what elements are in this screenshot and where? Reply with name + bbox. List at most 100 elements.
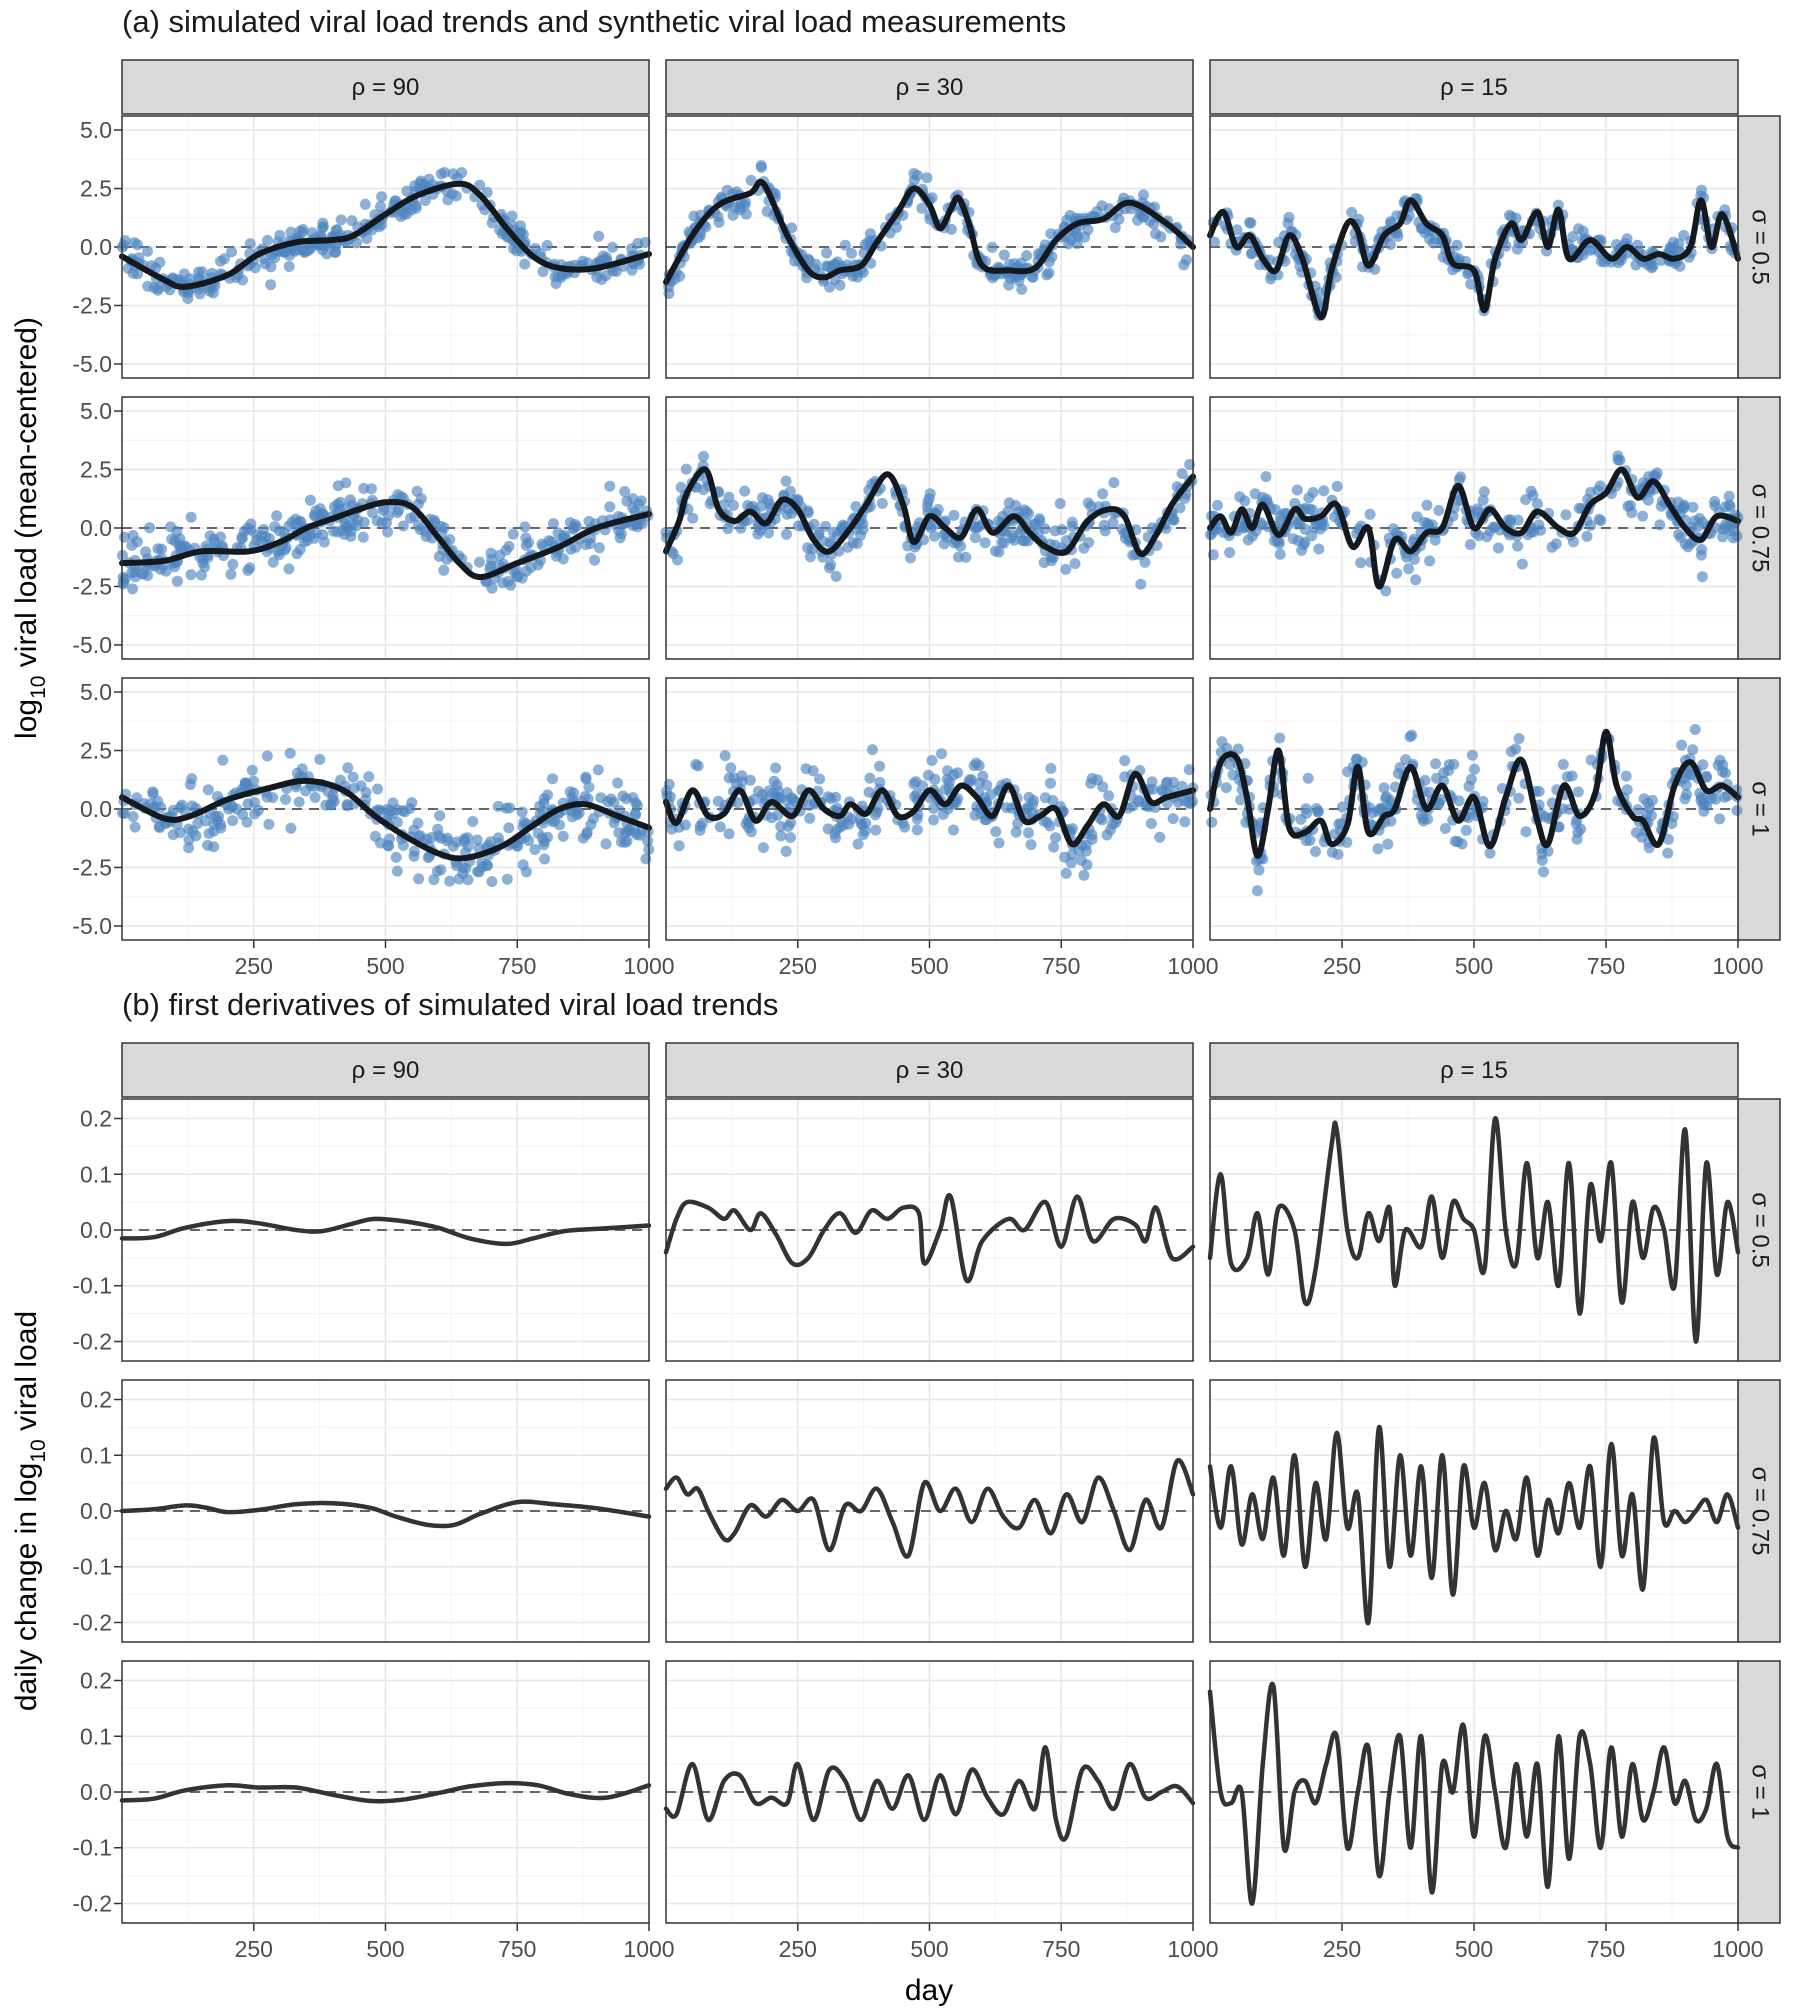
measurement-point: [1174, 502, 1186, 514]
measurement-point: [271, 510, 283, 522]
measurement-point: [1017, 535, 1029, 547]
measurement-point: [866, 744, 878, 756]
measurement-point: [485, 547, 497, 559]
y-tick-label: 2.5: [80, 457, 112, 483]
measurement-point: [239, 777, 251, 789]
measurement-point: [775, 830, 787, 842]
measurement-point: [775, 820, 787, 832]
measurement-point: [1620, 770, 1632, 782]
measurement-point: [225, 568, 237, 580]
facet-panel: [661, 677, 1199, 941]
measurement-point: [636, 517, 648, 529]
row-strip: [1737, 677, 1781, 941]
measurement-point: [127, 583, 139, 595]
y-tick-label: 0.2: [80, 1387, 112, 1413]
measurement-point: [390, 851, 402, 863]
measurement-point: [924, 488, 936, 500]
measurement-point: [127, 811, 139, 822]
measurement-point: [397, 520, 409, 532]
facet-panel: [117, 396, 654, 660]
derivative-line: [119, 1499, 652, 1529]
measurement-point: [953, 551, 964, 563]
measurement-point: [604, 480, 616, 492]
measurement-point: [1181, 254, 1192, 266]
measurement-point: [852, 838, 864, 850]
col-strip-label: ρ = 30: [896, 74, 964, 101]
measurement-point: [1078, 869, 1090, 881]
x-tick-label: 750: [1042, 1936, 1080, 1962]
measurement-point: [227, 815, 239, 827]
x-tick-label: 1000: [1712, 1936, 1763, 1962]
measurement-point: [1268, 535, 1280, 547]
measurement-point: [358, 483, 370, 494]
measurement-point: [1417, 815, 1429, 827]
measurement-point: [194, 288, 206, 300]
measurement-point: [1525, 526, 1537, 538]
measurement-point: [359, 198, 371, 210]
y-tick-label: 5.0: [80, 679, 112, 705]
measurement-point: [1242, 534, 1254, 546]
measurement-point: [1566, 770, 1578, 782]
measurement-point: [261, 750, 273, 762]
measurement-point: [1709, 496, 1721, 507]
row-strip-label: σ = 0.5: [1747, 209, 1774, 285]
x-tick-label: 750: [1587, 953, 1625, 979]
measurement-point: [473, 556, 485, 568]
trend-line: [1207, 197, 1741, 321]
measurement-point: [168, 804, 179, 816]
measurement-point: [1478, 486, 1490, 498]
measurement-point: [908, 168, 920, 179]
derivative-line: [119, 1216, 652, 1247]
measurement-point: [785, 832, 796, 843]
measurement-point: [634, 829, 646, 841]
measurement-point: [593, 230, 605, 242]
derivative-line: [119, 1780, 652, 1804]
measurement-point: [1372, 843, 1384, 855]
trend-line: [119, 499, 652, 581]
measurement-point: [577, 832, 589, 844]
measurement-point: [692, 760, 704, 772]
measurement-point: [352, 514, 364, 526]
y-tick-label: -0.2: [72, 1890, 112, 1916]
measurement-point: [391, 816, 403, 828]
facet-panel: [660, 396, 1198, 660]
measurement-point: [382, 839, 394, 851]
measurement-point: [308, 532, 320, 544]
measurement-point: [621, 495, 633, 507]
measurement-point: [1695, 549, 1707, 561]
measurement-point: [1410, 574, 1422, 586]
measurement-point: [532, 827, 544, 839]
measurement-point: [1723, 490, 1735, 502]
measurement-point: [503, 822, 515, 834]
measurement-point: [1430, 758, 1442, 770]
measurement-point: [838, 819, 850, 831]
measurement-point: [1462, 268, 1474, 280]
measurement-point: [1477, 494, 1489, 506]
measurement-point: [675, 481, 687, 493]
measurement-point: [620, 793, 632, 805]
measurement-point: [1220, 782, 1232, 794]
measurement-point: [1071, 238, 1083, 250]
measurement-point: [184, 779, 196, 790]
measurement-point: [432, 823, 444, 835]
measurement-point: [1546, 541, 1558, 553]
x-tick-label: 750: [498, 1936, 536, 1962]
measurement-point: [757, 842, 769, 854]
measurement-point: [565, 543, 577, 555]
row-strip-label: σ = 0.5: [1747, 1192, 1774, 1268]
measurement-point: [973, 777, 985, 789]
measurement-point: [428, 874, 440, 886]
measurement-point: [1637, 510, 1649, 522]
measurement-point: [1048, 841, 1060, 853]
measurement-point: [566, 792, 578, 804]
col-strip: [1209, 59, 1739, 115]
measurement-point: [1082, 224, 1094, 236]
measurement-point: [519, 521, 531, 533]
facet-panel: [116, 115, 652, 379]
measurement-point: [413, 873, 425, 885]
measurement-point: [1668, 236, 1679, 248]
measurement-point: [928, 530, 940, 542]
measurement-point: [434, 810, 446, 822]
measurement-point: [755, 500, 767, 512]
